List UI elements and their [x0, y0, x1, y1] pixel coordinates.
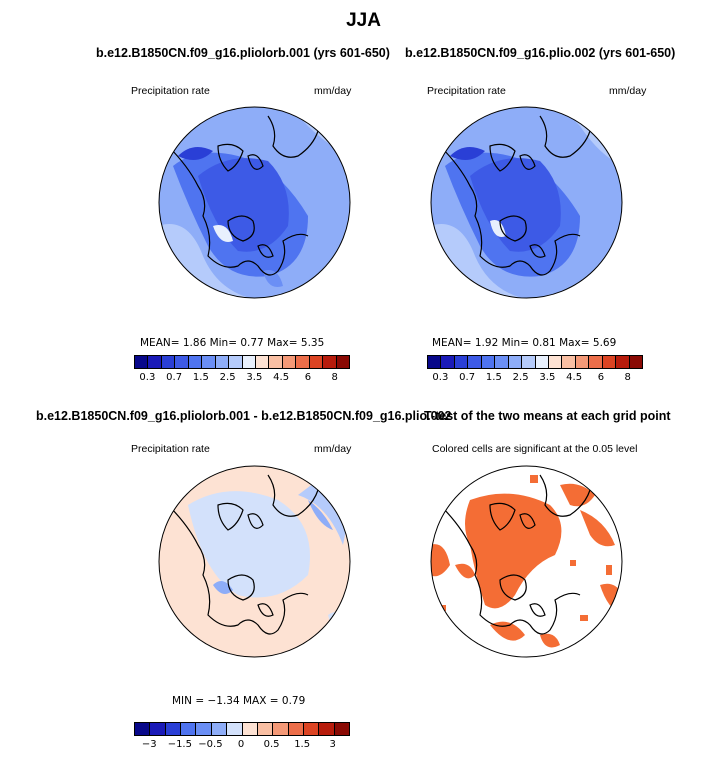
colorbar-swatch — [215, 356, 230, 368]
panel4-map — [430, 465, 623, 658]
colorbar-swatch — [242, 356, 256, 368]
colorbar-swatch — [303, 723, 320, 735]
panel3-units-label: mm/day — [314, 443, 352, 455]
colorbar-swatch — [548, 356, 563, 368]
colorbar-swatch — [454, 356, 469, 368]
panel1-map — [158, 106, 351, 299]
colorbar-swatch — [481, 356, 496, 368]
colorbar-swatch — [428, 356, 442, 368]
colorbar-swatch — [508, 356, 523, 368]
colorbar-swatch — [135, 356, 149, 368]
colorbar-swatch — [495, 356, 509, 368]
panel4-note-label: Colored cells are significant at the 0.0… — [432, 443, 638, 455]
colorbar-tick-label: 0.7 — [459, 372, 476, 383]
colorbar-swatch — [309, 356, 324, 368]
colorbar-tick-label: 3 — [329, 739, 336, 750]
colorbar-tick-label: 0.7 — [166, 372, 183, 383]
panel1-colorbar — [134, 355, 350, 369]
colorbar-swatch — [535, 356, 549, 368]
colorbar-swatch — [334, 723, 350, 735]
colorbar-tick-label: 6 — [304, 372, 312, 383]
colorbar-swatch — [150, 723, 166, 735]
panel3-colorbar — [134, 722, 350, 736]
colorbar-swatch — [269, 356, 283, 368]
colorbar-swatch — [282, 356, 297, 368]
panel4-title: T-test of the two means at each grid poi… — [424, 409, 671, 423]
colorbar-swatch — [165, 723, 182, 735]
colorbar-tick-label: 1.5 — [192, 372, 209, 383]
colorbar-swatch — [242, 723, 258, 735]
colorbar-tick-label: 2.5 — [219, 372, 236, 383]
colorbar-swatch — [589, 356, 603, 368]
colorbar-swatch — [296, 356, 310, 368]
colorbar-swatch — [196, 723, 212, 735]
colorbar-tick-label: 0 — [237, 739, 245, 750]
panel2-map — [430, 106, 623, 299]
colorbar-swatch — [161, 356, 176, 368]
panel1-title: b.e12.B1850CN.f09_g16.pliolorb.001 (yrs … — [96, 46, 390, 60]
colorbar-swatch — [255, 356, 270, 368]
panel3-map — [158, 465, 351, 658]
panel1-stats: MEAN= 1.86 Min= 0.77 Max= 5.35 — [140, 337, 325, 349]
colorbar-swatch — [227, 723, 243, 735]
colorbar-tick-label: 3.5 — [246, 372, 263, 383]
colorbar-swatch — [202, 356, 216, 368]
colorbar-swatch — [468, 356, 482, 368]
colorbar-tick-label: 1.5 — [485, 372, 502, 383]
panel1-variable-label: Precipitation rate — [131, 85, 210, 97]
colorbar-swatch — [229, 356, 243, 368]
panel3-variable-label: Precipitation rate — [131, 443, 210, 455]
panel1-units-label: mm/day — [314, 85, 352, 97]
colorbar-swatch — [629, 356, 642, 368]
colorbar-tick-label: 0.3 — [139, 372, 156, 383]
colorbar-tick-label: −3 — [141, 739, 157, 750]
colorbar-swatch — [181, 723, 197, 735]
colorbar-swatch — [441, 356, 455, 368]
figure-title: JJA — [346, 10, 381, 31]
colorbar-swatch — [522, 356, 536, 368]
panel3-title: b.e12.B1850CN.f09_g16.pliolorb.001 - b.e… — [36, 409, 452, 423]
colorbar-swatch — [211, 723, 228, 735]
colorbar-tick-label: 8 — [624, 372, 631, 383]
colorbar-swatch — [562, 356, 576, 368]
colorbar-swatch — [188, 356, 203, 368]
colorbar-tick-label: 4.5 — [273, 372, 290, 383]
colorbar-swatch — [319, 723, 335, 735]
colorbar-tick-label: −0.5 — [198, 739, 223, 750]
colorbar-swatch — [148, 356, 162, 368]
colorbar-tick-label: 6 — [597, 372, 605, 383]
colorbar-swatch — [336, 356, 349, 368]
panel2-title: b.e12.B1850CN.f09_g16.plio.002 (yrs 601-… — [405, 46, 676, 60]
panel2-colorbar — [427, 355, 643, 369]
colorbar-swatch — [135, 723, 151, 735]
colorbar-swatch — [288, 723, 304, 735]
colorbar-swatch — [602, 356, 617, 368]
colorbar-swatch — [616, 356, 630, 368]
colorbar-tick-label: −1.5 — [167, 739, 192, 750]
colorbar-swatch — [257, 723, 274, 735]
colorbar-tick-label: 4.5 — [566, 372, 583, 383]
colorbar-tick-label: 3.5 — [539, 372, 556, 383]
colorbar-tick-label: 0.5 — [263, 739, 280, 750]
colorbar-tick-label: 8 — [331, 372, 338, 383]
colorbar-swatch — [273, 723, 289, 735]
panel3-stats: MIN = −1.34 MAX = 0.79 — [172, 695, 306, 707]
panel2-stats: MEAN= 1.92 Min= 0.81 Max= 5.69 — [432, 337, 617, 349]
colorbar-swatch — [175, 356, 189, 368]
panel2-variable-label: Precipitation rate — [427, 85, 506, 97]
panel2-units-label: mm/day — [609, 85, 647, 97]
colorbar-tick-label: 0.3 — [432, 372, 449, 383]
colorbar-swatch — [575, 356, 590, 368]
colorbar-tick-label: 1.5 — [294, 739, 311, 750]
colorbar-tick-label: 2.5 — [512, 372, 529, 383]
colorbar-swatch — [323, 356, 337, 368]
